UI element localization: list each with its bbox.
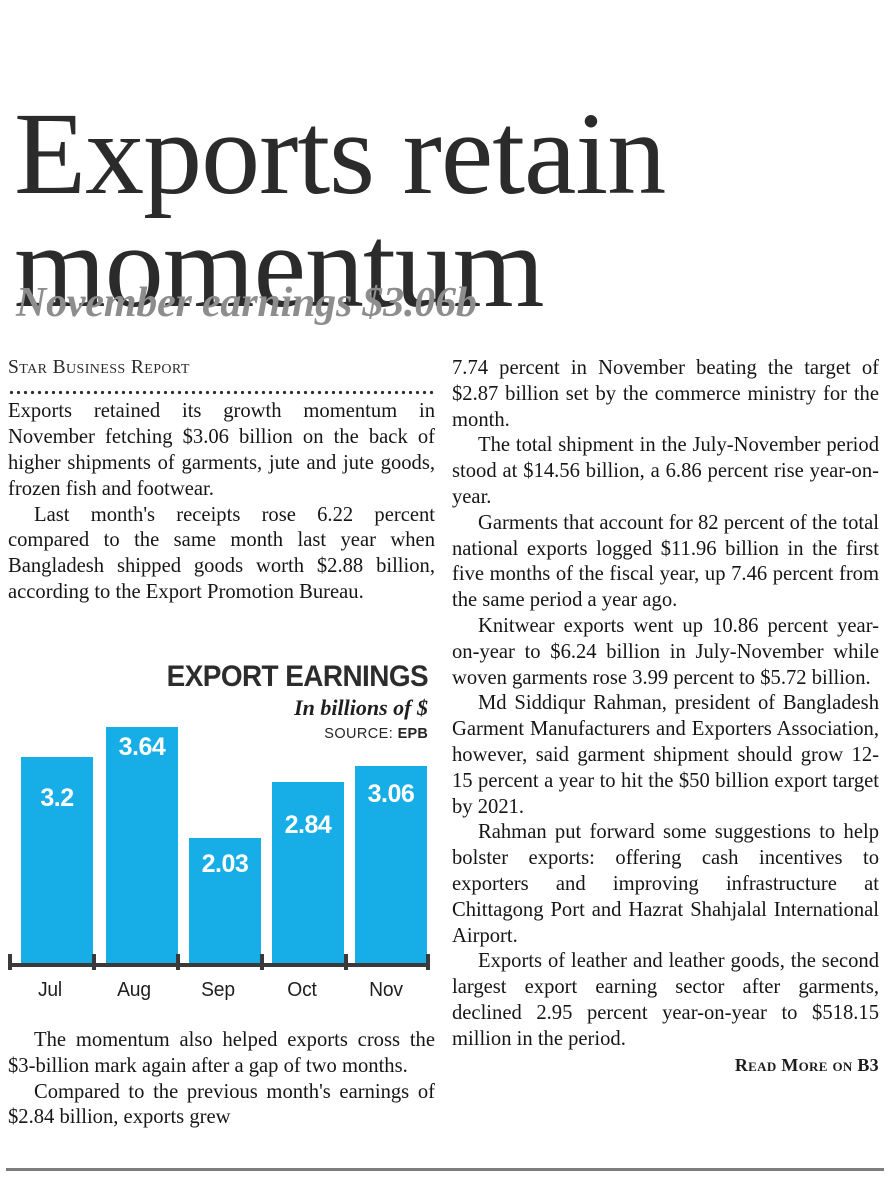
paragraph: Garments that account for 82 percent of … [452, 511, 879, 612]
bar-value-label: 3.2 [40, 784, 74, 812]
paragraph: Rahman put forward some suggestions to h… [452, 821, 879, 947]
x-axis-tick [8, 954, 12, 970]
bar-jul: 3.2 [21, 757, 93, 963]
paragraph: Exports retained its growth momentum in … [8, 400, 435, 500]
bar-value-label: 3.64 [118, 733, 166, 761]
chart-subtitle: In billions of $ [294, 694, 428, 720]
right-column: 7.74 percent in November beating the tar… [452, 356, 879, 1076]
paragraph: Knitwear exports went up 10.86 percent y… [452, 614, 879, 689]
paragraph: The momentum also helped exports cross t… [8, 1029, 435, 1077]
byline: Star Business Report [8, 357, 190, 378]
chart-source-label: SOURCE: [324, 726, 394, 743]
x-axis-tick [344, 954, 348, 970]
bar-sep: 2.03 [189, 838, 261, 963]
chart-plot-area: 3.2 3.64 2.03 2.84 3.06 Ju [0, 662, 444, 1014]
paragraph: 7.74 percent in November beating the tar… [452, 357, 879, 431]
paragraph: The total shipment in the July-November … [452, 434, 879, 508]
bar-aug: 3.64 [106, 727, 178, 963]
bar-value-label: 2.84 [284, 811, 332, 839]
bar-nov: 3.06 [355, 766, 427, 963]
chart-source-value: EPB [397, 726, 428, 743]
chart-header: EXPORT EARNINGS In billions of $ SOURCE:… [147, 660, 429, 742]
bottom-divider [6, 1168, 884, 1171]
x-axis-label-sep: Sep [201, 978, 235, 1001]
chart-title: EXPORT EARNINGS [166, 660, 429, 693]
read-more-link[interactable]: Read More on B3 [734, 1054, 879, 1075]
subheadline: November earnings $3.06b [16, 280, 477, 326]
page-title: Exports retain momentum [14, 88, 878, 333]
bar-value-label: 2.03 [201, 850, 249, 878]
chart-source: SOURCE: EPB [147, 726, 428, 742]
x-axis-tick [176, 954, 180, 970]
x-axis-label-jul: Jul [37, 978, 63, 1001]
x-axis-tick [426, 954, 430, 970]
x-axis-label-aug: Aug [117, 978, 151, 1001]
x-axis-tick [260, 954, 264, 970]
x-axis-line [8, 963, 430, 967]
left-column-continued: The momentum also helped exports cross t… [8, 1028, 435, 1131]
headline-line-1: Exports retain [14, 88, 666, 220]
x-axis-tick [92, 954, 96, 970]
paragraph: Exports of leather and leather goods, th… [452, 950, 879, 1050]
paragraph: Last month's receipts rose 6.22 percent … [8, 503, 435, 603]
left-column: Star Business Report Exports retained it… [8, 356, 435, 606]
headline-line-2: momentum [14, 201, 545, 333]
x-axis-label-nov: Nov [369, 978, 403, 1001]
bar-oct: 2.84 [272, 782, 344, 963]
dotted-divider [8, 383, 435, 398]
paragraph: Md Siddiqur Rahman, president of Banglad… [452, 692, 879, 818]
bar-value-label: 3.06 [367, 780, 415, 808]
paragraph: Compared to the previous month's earning… [8, 1080, 435, 1129]
export-earnings-chart: EXPORT EARNINGS In billions of $ SOURCE:… [0, 660, 444, 1014]
x-axis-label-oct: Oct [287, 978, 317, 1001]
